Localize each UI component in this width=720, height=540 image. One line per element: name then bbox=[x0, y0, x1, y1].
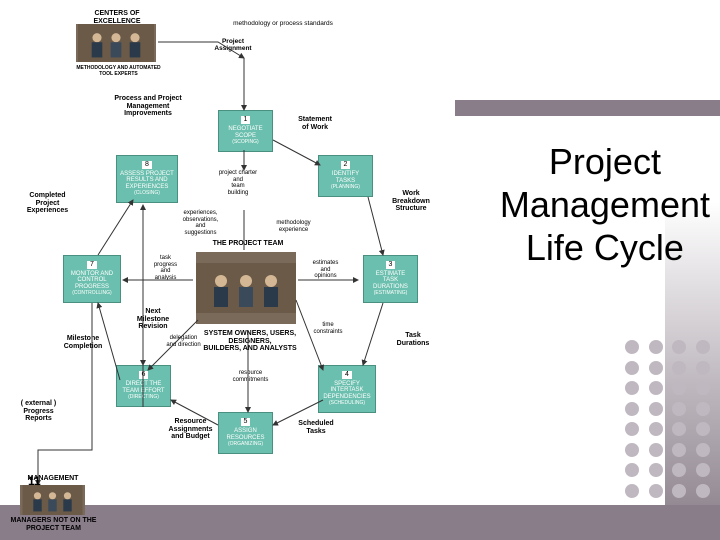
arrow-n5-n6 bbox=[171, 400, 218, 425]
title-line-2: Management bbox=[500, 183, 710, 226]
decorative-dots bbox=[625, 340, 715, 500]
arrow-extra-0 bbox=[158, 42, 244, 58]
lifecycle-diagram: CENTERS OF EXCELLENCE methodology or pro… bbox=[8, 0, 458, 540]
arrow-extra-8 bbox=[38, 303, 92, 485]
arrow-n2-n3 bbox=[368, 197, 383, 255]
arrow-n7-n8 bbox=[98, 200, 133, 255]
arrow-n6-n7 bbox=[98, 303, 120, 380]
arrow-extra-6 bbox=[148, 320, 198, 370]
accent-bar-top bbox=[455, 100, 720, 116]
arrow-layer bbox=[8, 0, 458, 540]
slide-title: Project Management Life Cycle bbox=[500, 140, 710, 270]
title-line-1: Project bbox=[500, 140, 710, 183]
arrow-n1-n2 bbox=[273, 140, 320, 165]
arrow-n4-n5 bbox=[273, 400, 323, 425]
title-line-3: Life Cycle bbox=[500, 226, 710, 269]
arrow-n3-n4 bbox=[363, 303, 383, 365]
page-number: 11 bbox=[28, 474, 41, 488]
arrow-extra-4 bbox=[296, 300, 323, 370]
